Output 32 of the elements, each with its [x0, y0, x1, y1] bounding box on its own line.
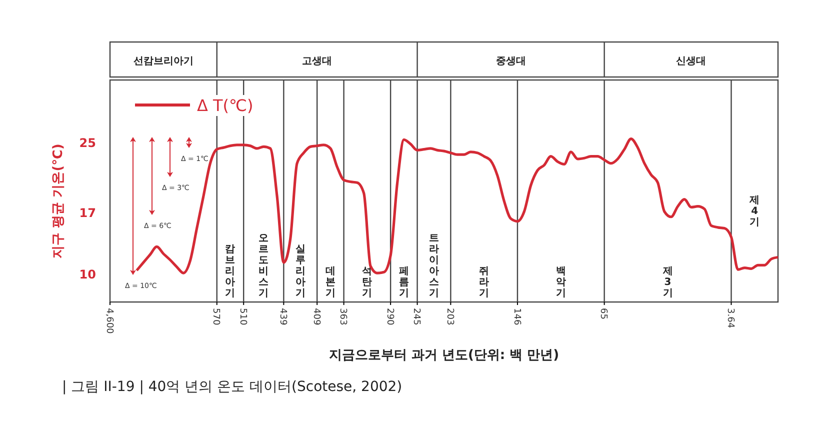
y-axis-title: 지구 평균 기온(℃) — [51, 144, 66, 258]
annotation: 캄브리아기 — [225, 244, 236, 299]
x-tick-label: 203 — [444, 308, 455, 326]
y-tick-label: 17 — [79, 206, 96, 220]
line-series — [135, 137, 780, 274]
annotation: 쥐라기 — [479, 266, 490, 299]
annotation: 백악기 — [556, 266, 566, 299]
x-tick-label: 363 — [338, 308, 348, 326]
x-tick-label: 570 — [210, 308, 221, 326]
x-tick-label: 146 — [511, 308, 522, 326]
annotation: 페름기 — [398, 266, 409, 299]
x-tick-label: 4,600 — [104, 308, 114, 334]
annotation: 데본기 — [325, 266, 336, 299]
y-tick-label: 25 — [79, 136, 96, 150]
x-axis-title: 지금으로부터 과거 년도(단위: 백 만년) — [328, 348, 560, 363]
x-tick-label: 290 — [384, 308, 394, 326]
x-tick-label: 409 — [310, 308, 321, 326]
annotation: 석탄기 — [362, 266, 372, 299]
annotation: 트라이아스기 — [428, 233, 439, 299]
x-tick-label: 3.64 — [725, 308, 736, 328]
x-tick-label: 245 — [411, 308, 422, 326]
legend-label: Δ T(℃) — [197, 96, 254, 115]
annotation: 실루리아기 — [295, 244, 306, 299]
y-tick-label: 10 — [79, 268, 96, 282]
x-tick-label: 439 — [278, 308, 288, 326]
era-header-table: 선캄브리아기 고생대 중생대 신생대 — [109, 41, 779, 78]
annotation: 제3기 — [662, 266, 673, 299]
x-tick-label: 510 — [237, 308, 248, 326]
annotation: 오르도비스기 — [258, 233, 269, 299]
annotation: 제4기 — [748, 195, 760, 228]
x-tick-label: 65 — [598, 308, 608, 320]
text: | 그림 II-19 | 40억 년의 온도 데이터(Scotese, 2002) — [62, 379, 402, 395]
